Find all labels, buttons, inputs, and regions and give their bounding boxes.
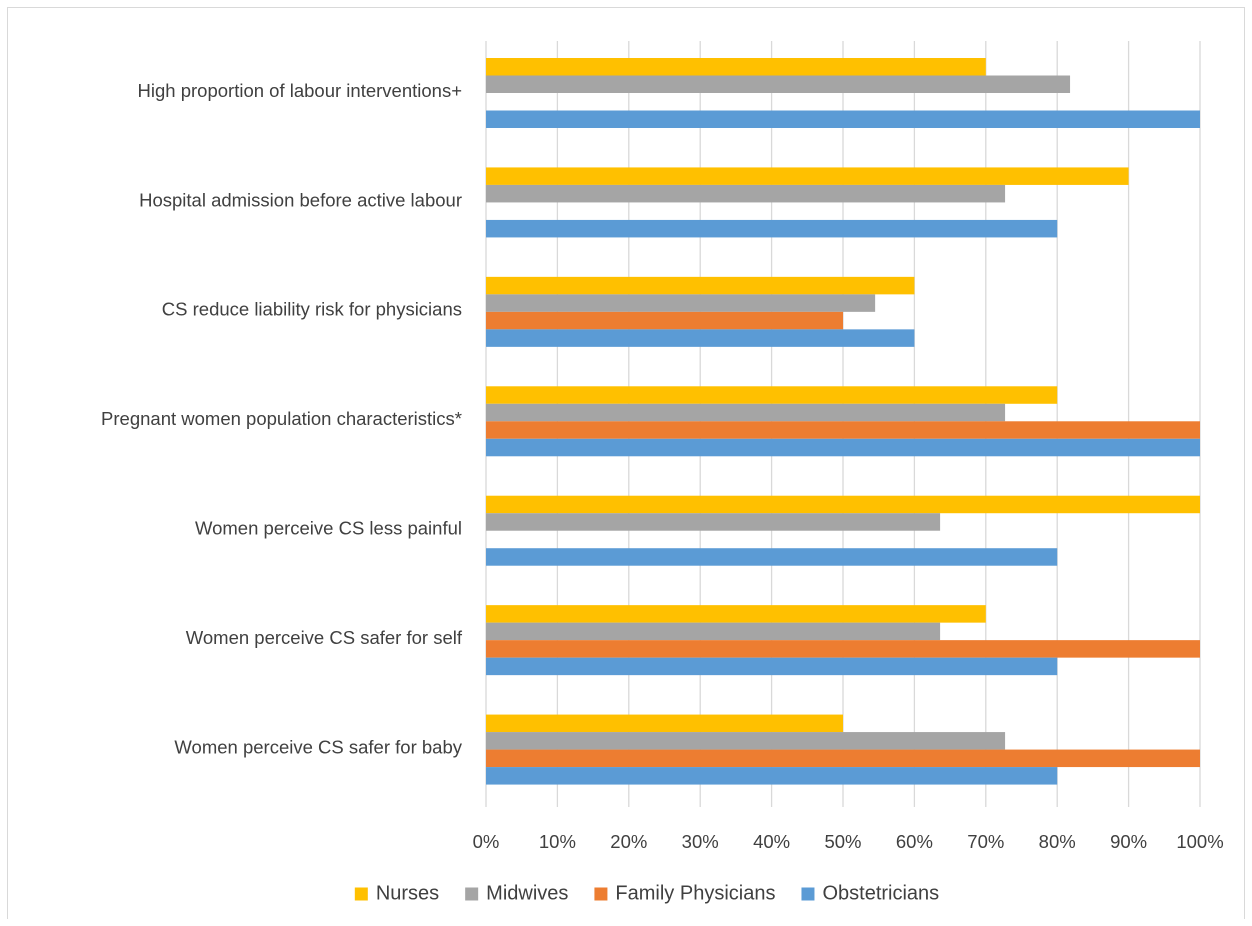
bar-midwives-5: [486, 622, 941, 641]
legend-label-obstetricians: Obstetricians: [822, 882, 939, 904]
bar-nurses-3: [486, 386, 1058, 404]
legend-swatch-obstetricians: [801, 887, 815, 901]
bar-midwives-4: [486, 513, 941, 531]
bar-midwives-2: [486, 294, 876, 312]
bar-nurses-5: [486, 605, 986, 623]
bar-nurses-2: [486, 276, 915, 295]
legend: Nurses Midwives Family Physicians Obstetric…: [354, 882, 939, 904]
x-tick-label-10pct: 10%: [539, 831, 576, 852]
bars: [486, 58, 1200, 785]
bar-obstetricians-1: [486, 219, 1058, 238]
category-label-0: High proportion of labour interventions+: [138, 80, 462, 101]
bar-family-physicians-5: [486, 640, 1200, 658]
chart-frame: High proportion of labour interventions+…: [7, 7, 1245, 919]
bar-nurses-1: [486, 167, 1129, 185]
bar-family-physicians-6: [486, 749, 1200, 768]
bar-obstetricians-6: [486, 767, 1058, 785]
bar-obstetricians-3: [486, 438, 1200, 457]
x-tick-label-100pct: 100%: [1176, 831, 1223, 852]
category-label-3: Pregnant women population characteristic…: [101, 408, 462, 429]
bar-obstetricians-5: [486, 657, 1058, 676]
legend-label-nurses: Nurses: [376, 882, 439, 904]
category-label-1: Hospital admission before active labour: [139, 189, 462, 210]
bar-midwives-0: [486, 75, 1071, 93]
bar-chart: High proportion of labour interventions+…: [101, 41, 1224, 904]
category-label-2: CS reduce liability risk for physicians: [162, 299, 462, 320]
bar-midwives-1: [486, 184, 1006, 203]
category-label-5: Women perceive CS safer for self: [186, 627, 463, 648]
legend-swatch-family-physicians: [594, 887, 608, 901]
x-tick-label-70pct: 70%: [967, 831, 1004, 852]
legend-swatch-midwives: [465, 887, 479, 901]
x-tick-label-90pct: 90%: [1110, 831, 1147, 852]
legend-label-midwives: Midwives: [486, 882, 568, 904]
category-label-6: Women perceive CS safer for baby: [174, 736, 462, 757]
x-tick-label-60pct: 60%: [896, 831, 933, 852]
bar-nurses-6: [486, 714, 843, 733]
bar-midwives-3: [486, 403, 1006, 422]
x-tick-label-30pct: 30%: [682, 831, 719, 852]
x-tick-label-40pct: 40%: [753, 831, 790, 852]
bar-obstetricians-4: [486, 548, 1058, 566]
bar-family-physicians-3: [486, 421, 1200, 439]
bar-nurses-0: [486, 58, 986, 76]
category-label-4: Women perceive CS less painful: [195, 518, 462, 539]
x-tick-label-50pct: 50%: [824, 831, 861, 852]
bar-obstetricians-2: [486, 329, 915, 347]
x-tick-label-20pct: 20%: [610, 831, 647, 852]
x-tick-label-80pct: 80%: [1039, 831, 1076, 852]
x-axis-tick-labels: 0% 10% 20% 30% 40% 50% 60% 70% 80% 90% 100%: [473, 831, 1224, 852]
category-labels: High proportion of labour interventions+…: [101, 80, 463, 758]
legend-swatch-nurses: [354, 887, 368, 901]
x-tick-label-0pct: 0%: [473, 831, 500, 852]
bar-nurses-4: [486, 495, 1200, 514]
bar-midwives-6: [486, 732, 1006, 750]
legend-label-family-physicians: Family Physicians: [615, 882, 775, 904]
bar-obstetricians-0: [486, 110, 1200, 128]
bar-family-physicians-2: [486, 311, 843, 330]
